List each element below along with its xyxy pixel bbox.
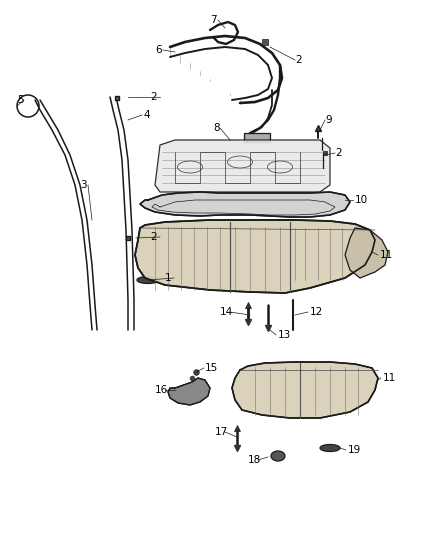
Text: 2: 2 — [150, 92, 157, 102]
Text: 14: 14 — [220, 307, 233, 317]
Text: 9: 9 — [325, 115, 332, 125]
Text: 7: 7 — [210, 15, 217, 25]
Text: 17: 17 — [215, 427, 228, 437]
Ellipse shape — [271, 451, 285, 461]
Text: 3: 3 — [80, 180, 87, 190]
Text: 18: 18 — [248, 455, 261, 465]
Polygon shape — [135, 220, 375, 293]
Ellipse shape — [320, 445, 340, 451]
Text: 12: 12 — [310, 307, 323, 317]
Polygon shape — [244, 133, 270, 142]
Polygon shape — [345, 228, 388, 278]
Polygon shape — [155, 140, 330, 192]
Text: 10: 10 — [355, 195, 368, 205]
Text: 13: 13 — [278, 330, 291, 340]
Text: 2: 2 — [335, 148, 342, 158]
Text: 6: 6 — [155, 45, 162, 55]
Polygon shape — [168, 378, 210, 405]
Text: 8: 8 — [213, 123, 219, 133]
Text: 2: 2 — [150, 232, 157, 242]
Text: 5: 5 — [17, 95, 24, 105]
Text: 2: 2 — [295, 55, 302, 65]
Text: 16: 16 — [155, 385, 168, 395]
Polygon shape — [232, 362, 378, 418]
Text: 1: 1 — [165, 273, 172, 283]
Text: 15: 15 — [205, 363, 218, 373]
Text: 11: 11 — [383, 373, 396, 383]
Text: 19: 19 — [348, 445, 361, 455]
Polygon shape — [140, 192, 350, 217]
Text: 11: 11 — [380, 250, 393, 260]
Ellipse shape — [137, 277, 159, 284]
Text: 4: 4 — [143, 110, 150, 120]
